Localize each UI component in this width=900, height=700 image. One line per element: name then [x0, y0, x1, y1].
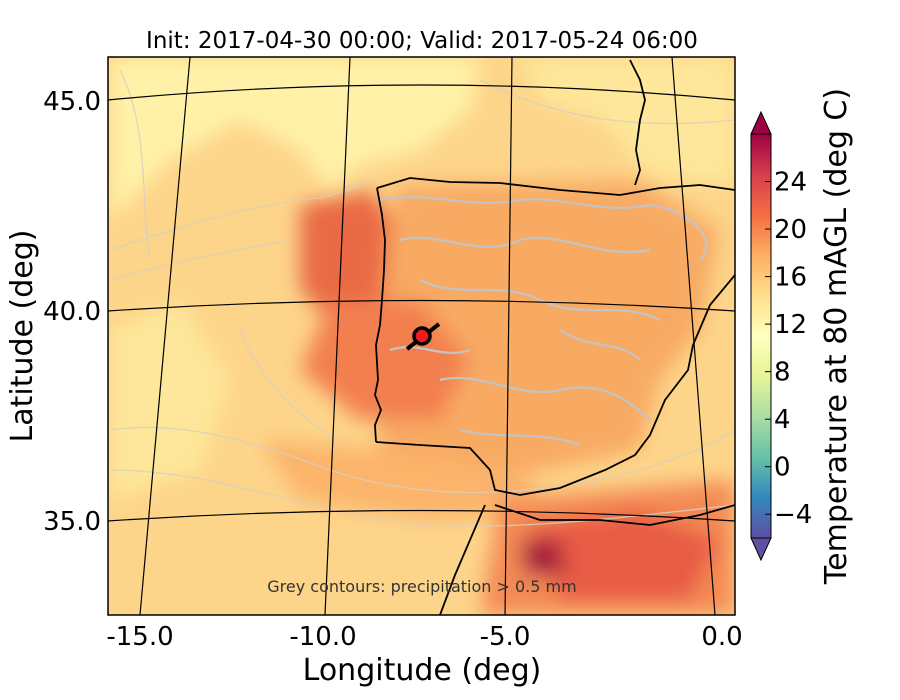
coastline: [374, 59, 735, 615]
temperature-contours: [109, 69, 735, 527]
meridian-0: [671, 57, 716, 615]
colorbar-min-arrow: [750, 537, 772, 562]
lat-tick-label: 40.0: [43, 297, 101, 327]
location-marker: [405, 322, 441, 351]
meridian-minus15: [139, 57, 191, 615]
lat-tick-label: 35.0: [43, 507, 101, 537]
colorbar-tick-label: −4: [774, 500, 812, 530]
colorbar-tick-label: 0: [774, 453, 791, 483]
graticule: [108, 57, 735, 615]
meridian-minus5: [504, 57, 513, 615]
colorbar-tick-label: 24: [774, 168, 807, 198]
lon-tick-label: 0.0: [701, 622, 742, 652]
y-axis-label: Latitude (deg): [5, 230, 40, 443]
map-frame: [107, 56, 736, 616]
parallel-35: [108, 509, 735, 522]
colorbar-tick-label: 16: [774, 263, 807, 293]
marker-dot: [412, 326, 432, 346]
x-axis-label: Longitude (deg): [303, 653, 542, 688]
lon-tick-label: -15.0: [106, 622, 173, 652]
map-panel: Grey contours: precipitation > 0.5 mm: [108, 57, 735, 615]
colorbar-tick-label: 8: [774, 358, 791, 388]
lon-tick-labels: -15.0 -10.0 -5.0 0.0: [106, 622, 742, 652]
colorbar-max-arrow: [750, 110, 772, 135]
colorbar-ticks: 24 20 16 12 8 4 0 −4: [765, 168, 812, 530]
parallel-40: [108, 299, 735, 312]
precipitation-contours: [379, 196, 708, 447]
lon-tick-label: -5.0: [480, 622, 531, 652]
lon-tick-label: -10.0: [289, 622, 356, 652]
colorbar-tick-label: 12: [774, 310, 807, 340]
meridian-minus10: [324, 57, 351, 615]
colorbar-tick-label: 4: [774, 405, 791, 435]
map-title: Init: 2017-04-30 00:00; Valid: 2017-05-2…: [146, 28, 698, 54]
colorbar-label: Temperature at 80 mAGL (deg C): [819, 88, 854, 585]
colorbar-tick-label: 20: [774, 215, 807, 245]
precipitation-note: Grey contours: precipitation > 0.5 mm: [267, 577, 576, 596]
lat-tick-label: 45.0: [43, 87, 101, 117]
lat-tick-labels: 45.0 40.0 35.0: [43, 87, 101, 537]
colorbar-bar: [750, 133, 772, 539]
parallel-45: [108, 84, 735, 101]
colorbar: 24 20 16 12 8 4 0 −4 Temperature at 80 mAGL (de…: [750, 88, 854, 585]
